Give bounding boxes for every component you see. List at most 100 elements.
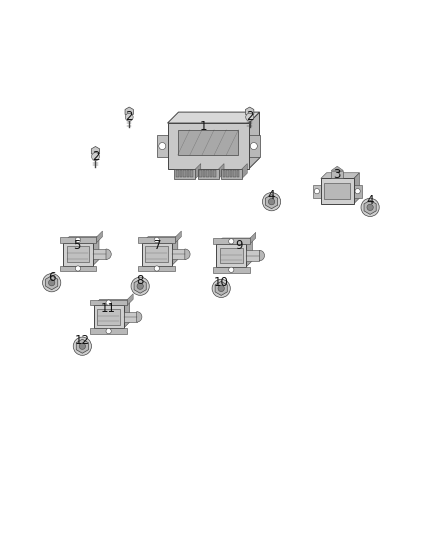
- Bar: [97, 309, 120, 325]
- Circle shape: [125, 113, 133, 121]
- Bar: [180, 171, 182, 177]
- Circle shape: [75, 266, 81, 271]
- Bar: [230, 171, 232, 177]
- Bar: [223, 171, 225, 177]
- Text: 12: 12: [75, 335, 90, 348]
- Text: 4: 4: [268, 189, 276, 201]
- Bar: [220, 248, 243, 263]
- Bar: [138, 237, 175, 243]
- Wedge shape: [185, 249, 190, 260]
- Bar: [187, 171, 189, 177]
- Circle shape: [262, 192, 281, 211]
- Bar: [167, 123, 248, 169]
- Polygon shape: [321, 173, 359, 179]
- Polygon shape: [216, 238, 252, 244]
- Polygon shape: [91, 147, 100, 156]
- Polygon shape: [167, 112, 259, 123]
- Bar: [221, 169, 242, 179]
- Polygon shape: [63, 237, 99, 243]
- Circle shape: [229, 239, 234, 244]
- Bar: [213, 267, 250, 273]
- Bar: [156, 135, 167, 157]
- Bar: [94, 305, 124, 328]
- Polygon shape: [172, 237, 178, 265]
- Polygon shape: [46, 276, 58, 290]
- Wedge shape: [106, 249, 111, 260]
- Text: 6: 6: [48, 271, 56, 284]
- Text: 2: 2: [125, 110, 133, 123]
- Bar: [124, 312, 137, 322]
- Circle shape: [246, 113, 254, 121]
- Polygon shape: [354, 173, 359, 204]
- Bar: [176, 171, 179, 177]
- Bar: [67, 246, 89, 262]
- Circle shape: [75, 237, 81, 243]
- Bar: [172, 249, 185, 260]
- Polygon shape: [246, 238, 252, 267]
- Bar: [354, 184, 362, 198]
- Polygon shape: [134, 279, 146, 293]
- Text: 4: 4: [366, 195, 374, 207]
- Polygon shape: [195, 164, 201, 179]
- Bar: [199, 171, 202, 177]
- Polygon shape: [124, 300, 130, 328]
- Circle shape: [268, 198, 275, 205]
- Circle shape: [361, 198, 379, 216]
- Bar: [213, 171, 216, 177]
- Circle shape: [49, 279, 55, 286]
- Circle shape: [367, 204, 373, 211]
- Bar: [63, 243, 93, 265]
- Bar: [138, 265, 175, 271]
- Text: 2: 2: [92, 150, 99, 163]
- Bar: [206, 171, 209, 177]
- Circle shape: [106, 300, 111, 305]
- Bar: [145, 246, 168, 262]
- Bar: [60, 265, 96, 271]
- Circle shape: [137, 283, 143, 289]
- Text: 3: 3: [334, 168, 341, 181]
- Polygon shape: [93, 237, 99, 265]
- Bar: [90, 300, 127, 305]
- Wedge shape: [259, 251, 265, 261]
- Bar: [198, 169, 219, 179]
- Polygon shape: [242, 164, 247, 179]
- Polygon shape: [364, 200, 376, 214]
- Circle shape: [212, 279, 230, 297]
- Bar: [183, 171, 186, 177]
- Bar: [226, 171, 229, 177]
- Polygon shape: [175, 231, 181, 243]
- Text: 7: 7: [154, 239, 162, 252]
- Circle shape: [314, 189, 320, 194]
- Polygon shape: [250, 232, 256, 244]
- Polygon shape: [215, 281, 227, 295]
- Wedge shape: [137, 312, 142, 322]
- Circle shape: [73, 337, 92, 356]
- Circle shape: [355, 189, 360, 194]
- Bar: [321, 179, 354, 204]
- Polygon shape: [94, 300, 130, 305]
- Circle shape: [131, 277, 149, 295]
- Polygon shape: [76, 339, 88, 353]
- Polygon shape: [331, 166, 343, 171]
- Bar: [174, 169, 195, 179]
- Circle shape: [79, 343, 85, 349]
- Polygon shape: [245, 107, 254, 117]
- Circle shape: [154, 237, 159, 243]
- Bar: [203, 171, 205, 177]
- Polygon shape: [219, 164, 224, 179]
- Bar: [246, 251, 259, 261]
- Text: 10: 10: [214, 276, 229, 289]
- Polygon shape: [248, 112, 259, 169]
- Bar: [324, 183, 350, 199]
- Circle shape: [42, 273, 61, 292]
- Circle shape: [218, 285, 224, 292]
- Text: 5: 5: [73, 239, 80, 252]
- Bar: [237, 171, 239, 177]
- Bar: [90, 328, 127, 334]
- Bar: [331, 171, 343, 179]
- Polygon shape: [127, 294, 133, 305]
- Polygon shape: [265, 195, 278, 209]
- Bar: [313, 184, 321, 198]
- Bar: [178, 130, 238, 155]
- Circle shape: [159, 142, 166, 150]
